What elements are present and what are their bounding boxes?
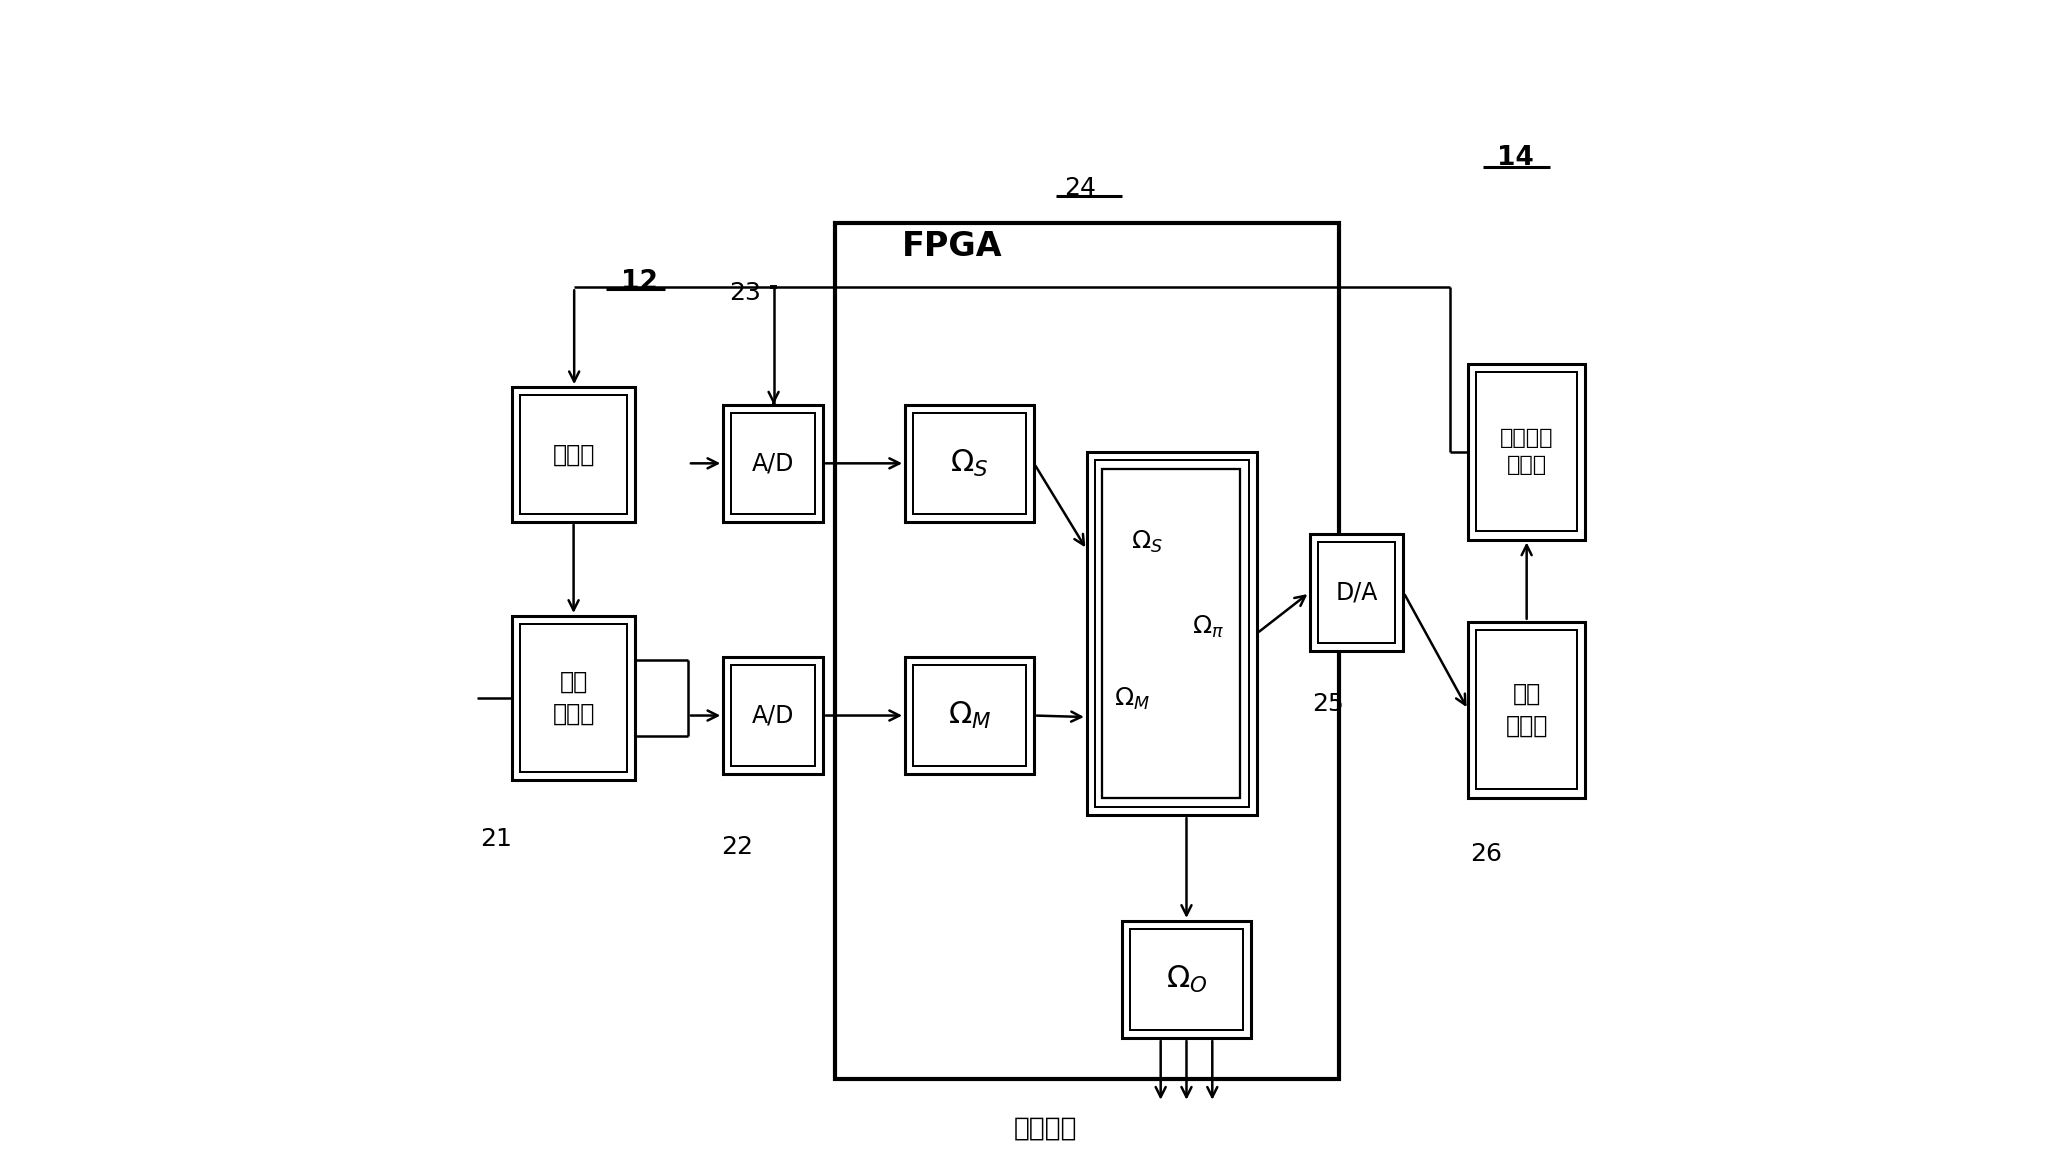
Bar	[1468, 364, 1586, 540]
Bar	[1317, 542, 1396, 643]
Bar	[906, 657, 1034, 774]
Text: 速率信号: 速率信号	[1013, 1116, 1077, 1141]
Text: $\Omega_O$: $\Omega_O$	[1166, 964, 1208, 995]
Text: 14: 14	[1497, 145, 1534, 171]
Bar	[1123, 921, 1251, 1038]
Text: 集成光学
调制器: 集成光学 调制器	[1499, 428, 1553, 475]
Text: 探测器: 探测器	[552, 442, 596, 467]
Text: 信号
放大器: 信号 放大器	[1506, 682, 1547, 738]
Text: $\Omega_\pi$: $\Omega_\pi$	[1191, 613, 1224, 640]
Text: 12: 12	[620, 269, 658, 294]
Bar	[914, 413, 1026, 514]
Text: $\Omega_S$: $\Omega_S$	[1131, 528, 1164, 555]
Bar	[724, 405, 823, 522]
Text: FPGA: FPGA	[902, 230, 1003, 263]
Text: 22: 22	[722, 835, 753, 859]
Text: 25: 25	[1311, 692, 1344, 716]
Bar	[732, 665, 815, 766]
Bar	[1088, 452, 1257, 815]
Text: A/D: A/D	[753, 704, 794, 727]
Text: $\Omega_M$: $\Omega_M$	[1115, 686, 1150, 712]
Bar	[513, 616, 635, 780]
Bar	[1309, 534, 1404, 651]
Bar	[1094, 460, 1249, 807]
Bar	[724, 657, 823, 774]
Bar	[835, 223, 1338, 1079]
Bar	[1477, 372, 1578, 531]
Text: 23: 23	[730, 282, 761, 305]
Bar	[1477, 630, 1578, 789]
Bar	[1102, 469, 1241, 798]
Bar	[521, 624, 627, 772]
Bar	[513, 387, 635, 522]
Text: $\Omega_S$: $\Omega_S$	[949, 448, 989, 479]
Text: 带通
滤波器: 带通 滤波器	[552, 670, 596, 726]
Text: 26: 26	[1470, 842, 1501, 866]
Bar	[906, 405, 1034, 522]
Bar	[521, 395, 627, 514]
Bar	[1468, 622, 1586, 798]
Bar	[732, 413, 815, 514]
Text: A/D: A/D	[753, 452, 794, 475]
Text: $\Omega_M$: $\Omega_M$	[947, 700, 991, 731]
Text: D/A: D/A	[1336, 581, 1377, 604]
Text: 24: 24	[1065, 176, 1096, 199]
Text: 21: 21	[480, 827, 513, 850]
Bar	[1131, 929, 1243, 1030]
Bar	[914, 665, 1026, 766]
